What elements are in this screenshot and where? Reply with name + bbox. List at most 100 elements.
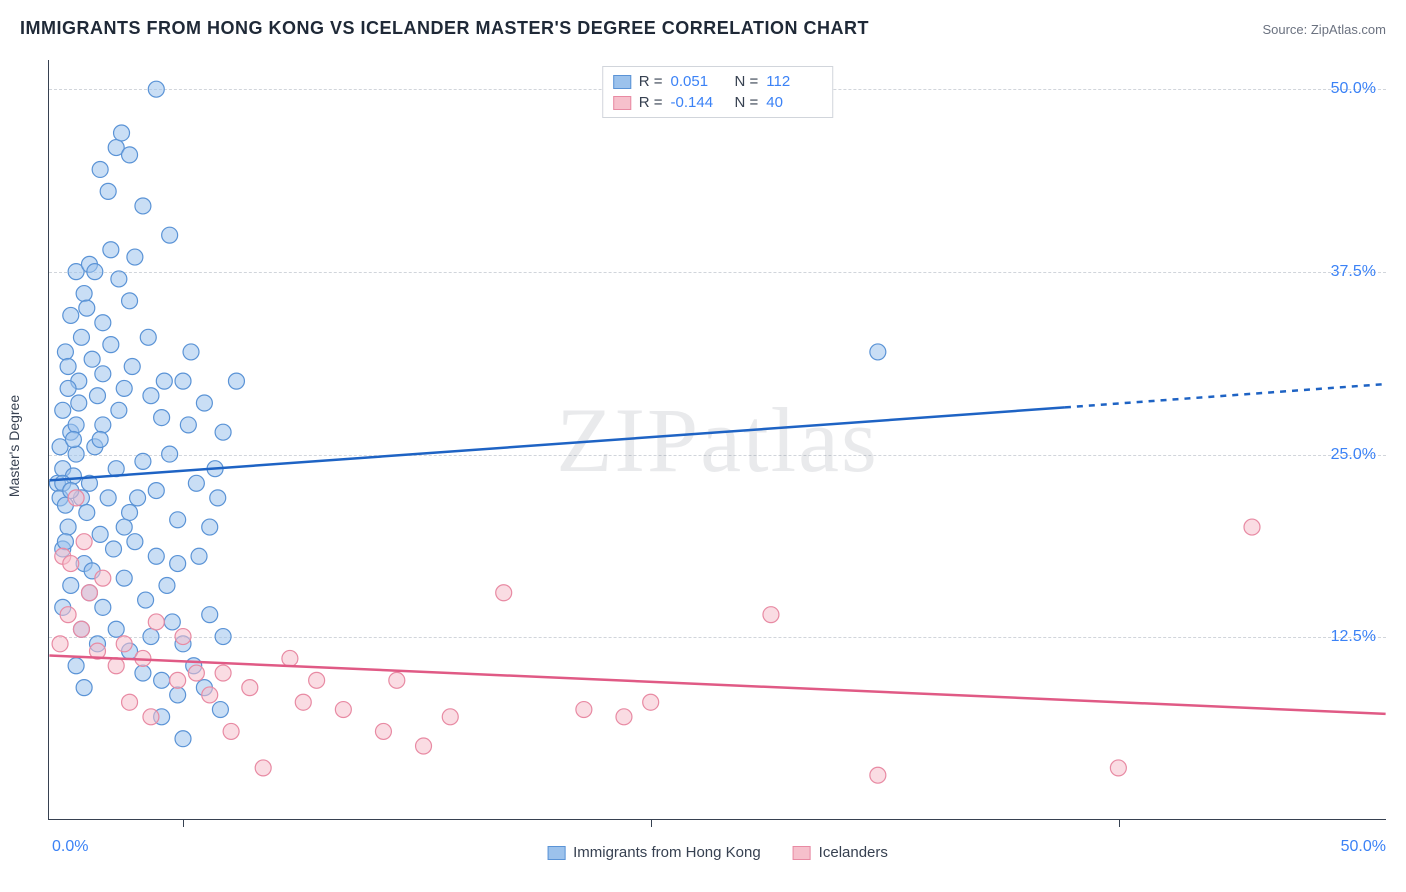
data-point bbox=[103, 337, 119, 353]
data-point bbox=[170, 556, 186, 572]
data-point bbox=[309, 672, 325, 688]
y-axis-label: Master's Degree bbox=[6, 395, 22, 497]
data-point bbox=[202, 519, 218, 535]
data-point bbox=[202, 687, 218, 703]
legend-item-icelanders: Icelanders bbox=[793, 844, 888, 861]
data-point bbox=[73, 329, 89, 345]
data-point bbox=[124, 359, 140, 375]
n-label-2: N = bbox=[735, 94, 759, 111]
swatch-hongkong bbox=[613, 75, 631, 89]
data-point bbox=[95, 366, 111, 382]
data-point bbox=[135, 665, 151, 681]
data-point bbox=[116, 570, 132, 586]
data-point bbox=[1244, 519, 1260, 535]
data-point bbox=[68, 446, 84, 462]
data-point bbox=[68, 658, 84, 674]
swatch-icelanders bbox=[613, 96, 631, 110]
data-point bbox=[164, 614, 180, 630]
data-point bbox=[175, 373, 191, 389]
data-point bbox=[159, 577, 175, 593]
data-point bbox=[140, 329, 156, 345]
data-point bbox=[576, 702, 592, 718]
chart-title: IMMIGRANTS FROM HONG KONG VS ICELANDER M… bbox=[20, 18, 869, 39]
data-point bbox=[154, 672, 170, 688]
data-point bbox=[183, 344, 199, 360]
data-point bbox=[95, 599, 111, 615]
data-point bbox=[60, 519, 76, 535]
data-point bbox=[122, 147, 138, 163]
data-point bbox=[228, 373, 244, 389]
source-name: ZipAtlas.com bbox=[1311, 22, 1386, 37]
data-point bbox=[106, 541, 122, 557]
data-point bbox=[870, 767, 886, 783]
data-point bbox=[60, 359, 76, 375]
data-point bbox=[143, 629, 159, 645]
data-point bbox=[92, 526, 108, 542]
data-point bbox=[57, 344, 73, 360]
legend-item-hongkong: Immigrants from Hong Kong bbox=[547, 844, 761, 861]
data-point bbox=[175, 731, 191, 747]
source-attribution: Source: ZipAtlas.com bbox=[1262, 22, 1386, 37]
data-point bbox=[148, 81, 164, 97]
data-point bbox=[95, 315, 111, 331]
data-point bbox=[76, 680, 92, 696]
data-point bbox=[135, 453, 151, 469]
data-point bbox=[116, 519, 132, 535]
data-point bbox=[87, 264, 103, 280]
r-label: R = bbox=[639, 73, 663, 90]
data-point bbox=[68, 417, 84, 433]
data-point bbox=[616, 709, 632, 725]
data-point bbox=[870, 344, 886, 360]
swatch-icelanders-bottom bbox=[793, 846, 811, 860]
data-point bbox=[143, 709, 159, 725]
data-point bbox=[92, 432, 108, 448]
data-point bbox=[116, 380, 132, 396]
r-value-hk: 0.051 bbox=[671, 73, 727, 90]
data-point bbox=[212, 702, 228, 718]
data-point bbox=[100, 183, 116, 199]
data-point bbox=[138, 592, 154, 608]
legend-label-hongkong: Immigrants from Hong Kong bbox=[573, 844, 761, 861]
legend-stats-box: R = 0.051 N = 112 R = -0.144 N = 40 bbox=[602, 66, 834, 118]
data-point bbox=[100, 490, 116, 506]
data-point bbox=[114, 125, 130, 141]
data-point bbox=[196, 395, 212, 411]
data-point bbox=[63, 556, 79, 572]
data-point bbox=[108, 621, 124, 637]
data-point bbox=[335, 702, 351, 718]
trend-line bbox=[49, 407, 1065, 480]
data-point bbox=[122, 694, 138, 710]
data-point bbox=[763, 607, 779, 623]
data-point bbox=[389, 672, 405, 688]
data-point bbox=[295, 694, 311, 710]
data-point bbox=[65, 432, 81, 448]
data-point bbox=[73, 621, 89, 637]
n-value-ic: 40 bbox=[766, 94, 822, 111]
x-tick bbox=[651, 819, 652, 827]
data-point bbox=[202, 607, 218, 623]
data-point bbox=[95, 570, 111, 586]
n-value-hk: 112 bbox=[766, 73, 822, 90]
x-axis-min-label: 0.0% bbox=[52, 838, 88, 856]
n-label: N = bbox=[735, 73, 759, 90]
data-point bbox=[111, 402, 127, 418]
data-point bbox=[81, 585, 97, 601]
data-point bbox=[103, 242, 119, 258]
data-point bbox=[1110, 760, 1126, 776]
data-point bbox=[170, 512, 186, 528]
data-point bbox=[130, 490, 146, 506]
data-point bbox=[76, 286, 92, 302]
data-point bbox=[79, 504, 95, 520]
data-point bbox=[375, 723, 391, 739]
data-point bbox=[92, 161, 108, 177]
data-point bbox=[162, 446, 178, 462]
data-point bbox=[89, 388, 105, 404]
data-point bbox=[52, 636, 68, 652]
data-point bbox=[57, 534, 73, 550]
data-point bbox=[148, 483, 164, 499]
data-point bbox=[111, 271, 127, 287]
data-point bbox=[55, 402, 71, 418]
data-point bbox=[180, 417, 196, 433]
data-point bbox=[156, 373, 172, 389]
data-point bbox=[242, 680, 258, 696]
